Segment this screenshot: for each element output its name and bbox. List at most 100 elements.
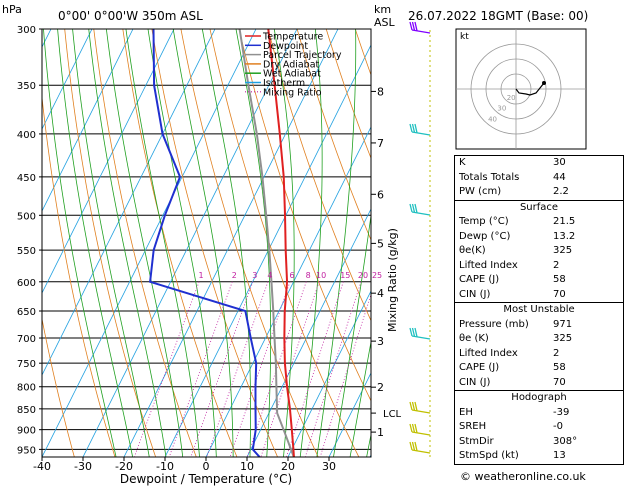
unstable-label: Lifted Index	[459, 347, 518, 359]
legend-label: Parcel Trajectory	[263, 50, 342, 61]
temp-tick-label: -20	[115, 460, 133, 473]
dry-adiabat-line	[238, 29, 371, 402]
unstable-row: CAPE (J) 58	[455, 361, 623, 376]
hodo-value: -39	[553, 406, 570, 418]
index-row: PW (cm) 2.2	[455, 185, 623, 200]
pressure-tick-label: 350	[17, 81, 36, 92]
unstable-label: Pressure (mb)	[459, 318, 529, 330]
isotherm-line	[42, 29, 134, 212]
mixing-ratio-label: 6	[289, 271, 294, 280]
mixing-ratio-label: 10	[316, 271, 326, 280]
dry-adiabat-line	[42, 93, 116, 457]
surface-label: CIN (J)	[459, 288, 491, 300]
km-tick-label: 8	[377, 85, 384, 98]
pressure-tick-label: 600	[17, 278, 36, 289]
x-axis-label: Dewpoint / Temperature (°C)	[120, 472, 292, 486]
unstable-section: Most Unstable Pressure (mb) 971 θe (K) 325 L…	[455, 302, 623, 390]
wind-barb	[409, 401, 431, 414]
isotherm-line	[42, 29, 216, 376]
unstable-value: 971	[553, 318, 573, 330]
unstable-label: CAPE (J)	[459, 362, 500, 373]
hodo-value: -0	[553, 421, 563, 432]
wet-adiabat-line	[43, 29, 117, 457]
mixing-ratio-line	[260, 281, 320, 457]
dry-adiabat-line	[267, 29, 371, 322]
unstable-title: Most Unstable	[503, 304, 575, 315]
dry-adiabat-line	[180, 29, 319, 457]
hodograph-index-title: Hodograph	[511, 392, 567, 403]
surface-row: CIN (J) 70	[455, 288, 623, 303]
mixing-ratio-label: 15	[340, 271, 350, 280]
wet-adiabat-line	[299, 29, 323, 457]
km-tick-label: 5	[377, 237, 384, 250]
mixing-ratio-label: 8	[306, 271, 311, 280]
unstable-row: CIN (J) 70	[455, 376, 623, 391]
hodo-value: 308°	[553, 435, 578, 447]
wind-barb	[409, 327, 431, 340]
mixing-ratio-label: 2	[232, 271, 237, 280]
index-row: K 30	[455, 156, 623, 171]
legend-label: Mixing Ratio	[263, 87, 322, 98]
index-value: 44	[553, 171, 566, 183]
unstable-row: θe (K) 325	[455, 332, 623, 347]
dry-adiabat-line	[209, 29, 360, 457]
pressure-tick-label: 500	[17, 211, 36, 222]
pressure-tick-label: 300	[17, 25, 36, 36]
mixing-ratio-line	[168, 281, 233, 457]
datetime-label: 26.07.2022 18GMT (Base: 00)	[408, 9, 589, 23]
wet-adiabat-line	[316, 29, 357, 457]
surface-row: Temp (°C) 21.5	[455, 215, 623, 230]
isotherm-line	[82, 29, 298, 457]
pressure-tick-label: 550	[17, 246, 36, 257]
wet-adiabat-line	[88, 29, 167, 457]
temp-tick-label: 0	[203, 460, 210, 473]
km-tick-label: 1	[377, 426, 384, 439]
surface-title: Surface	[519, 201, 559, 213]
lcl-label: LCL	[383, 409, 402, 420]
hodo-label: StmDir	[459, 435, 494, 447]
km-tick-label: 4	[377, 287, 384, 300]
isotherm-line	[0, 29, 10, 457]
footer-credit: © weatheronline.co.uk	[460, 470, 586, 483]
surface-value: 58	[553, 274, 566, 285]
unstable-value: 70	[553, 376, 566, 388]
plot-area	[0, 29, 371, 457]
wind-barb	[409, 423, 431, 436]
surface-row: CAPE (J) 58	[455, 273, 623, 288]
surface-value: 325	[553, 245, 573, 256]
surface-value: 70	[553, 288, 566, 300]
pressure-tick-label: 850	[17, 405, 36, 416]
wet-adiabat-line	[333, 212, 371, 457]
mixing-ratio-label: 25	[372, 271, 382, 280]
pressure-tick-label: 450	[17, 173, 36, 184]
hpa-label: hPa	[2, 3, 22, 16]
wet-adiabat-line	[105, 29, 184, 457]
pressure-tick-label: 700	[17, 334, 36, 345]
dry-adiabat-line	[42, 316, 75, 457]
km-label: km	[374, 3, 392, 16]
index-label: Totals Totals	[459, 171, 520, 183]
hodo-row: EH -39	[455, 406, 623, 421]
isotherm-line	[42, 29, 93, 130]
hodo-row: SREH -0	[455, 420, 623, 435]
index-label: PW (cm)	[459, 186, 502, 197]
index-value: 2.2	[553, 186, 569, 197]
temp-tick-label: 20	[281, 460, 295, 473]
legend-label: Isotherm	[263, 78, 305, 89]
surface-row: θe(K) 325	[455, 244, 623, 259]
surface-label: CAPE (J)	[459, 274, 500, 285]
unstable-value: 2	[553, 347, 560, 359]
index-row: Totals Totals 44	[455, 171, 623, 186]
dewpoint-line	[149, 29, 261, 457]
mixing-ratio-label: 3	[252, 271, 257, 280]
surface-value: 21.5	[553, 216, 576, 227]
hodograph-ring-label: 40	[488, 115, 497, 123]
legend-label: Temperature	[262, 32, 323, 43]
temp-tick-label: 10	[240, 460, 254, 473]
km-tick-label: 2	[377, 381, 384, 394]
hodograph-ring-label: 30	[497, 105, 506, 113]
mixing-ratio-label: 20	[358, 271, 368, 280]
indices-table: K 30 Totals Totals 44 PW (cm) 2.2 Surface Tem…	[454, 155, 624, 465]
